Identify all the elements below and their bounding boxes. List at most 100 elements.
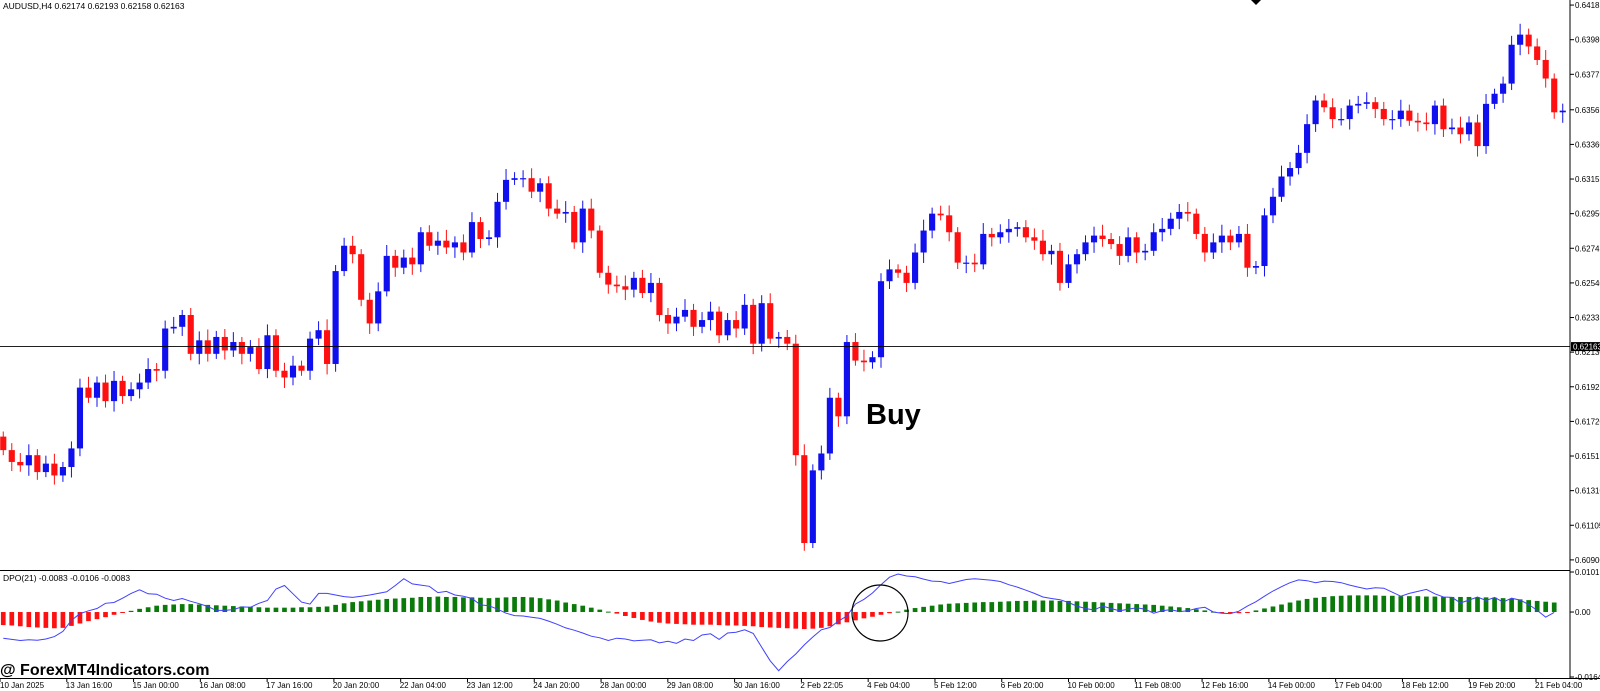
candle-bull[interactable]: [1261, 208, 1268, 277]
candle-bear[interactable]: [1108, 232, 1115, 250]
price-panel[interactable]: [0, 23, 1566, 551]
candle-bull[interactable]: [681, 299, 689, 322]
candle-bull[interactable]: [1500, 76, 1507, 103]
candle-bull[interactable]: [451, 236, 458, 258]
candle-bull[interactable]: [162, 320, 169, 379]
candle-bull[interactable]: [1465, 116, 1473, 141]
candle-bull[interactable]: [758, 295, 765, 352]
candle-bear[interactable]: [1244, 224, 1251, 277]
candle-bull[interactable]: [502, 169, 510, 210]
candle-bull[interactable]: [537, 178, 544, 203]
candle-bull[interactable]: [562, 201, 569, 223]
candle-bull[interactable]: [809, 464, 816, 549]
candle-bull[interactable]: [826, 387, 833, 460]
candle-bear[interactable]: [664, 307, 672, 334]
candle-bear[interactable]: [946, 205, 953, 242]
candle-bull[interactable]: [42, 455, 49, 478]
candle-bull[interactable]: [1125, 227, 1132, 263]
candle-bear[interactable]: [937, 205, 944, 221]
candle-bull[interactable]: [1286, 162, 1294, 186]
candle-bear[interactable]: [119, 375, 126, 404]
candle-bear[interactable]: [588, 198, 595, 239]
candle-bull[interactable]: [170, 316, 177, 334]
candle-bull[interactable]: [1304, 114, 1311, 164]
candle-bear[interactable]: [656, 277, 663, 322]
dpo-indicator-panel[interactable]: [0, 573, 1557, 672]
candle-bull[interactable]: [1517, 23, 1524, 56]
candle-bull[interactable]: [673, 307, 680, 332]
candle-bull[interactable]: [289, 355, 297, 386]
candle-bear[interactable]: [477, 217, 484, 249]
candle-bull[interactable]: [1176, 204, 1183, 230]
candle-bear[interactable]: [366, 292, 373, 334]
candle-bull[interactable]: [1491, 88, 1498, 109]
candle-bear[interactable]: [1184, 202, 1191, 222]
candle-bull[interactable]: [434, 231, 441, 255]
candle-bear[interactable]: [801, 444, 808, 551]
candle-bear[interactable]: [528, 168, 535, 199]
candle-bull[interactable]: [306, 331, 314, 380]
candle-bear[interactable]: [571, 205, 578, 249]
candle-bear[interactable]: [1039, 229, 1046, 261]
candle-bull[interactable]: [1269, 187, 1277, 224]
candle-bull[interactable]: [179, 309, 186, 336]
candle-bull[interactable]: [145, 358, 152, 389]
candle-bear[interactable]: [1534, 38, 1541, 66]
candle-bear[interactable]: [443, 229, 450, 254]
candle-bull[interactable]: [707, 301, 714, 331]
candle-bear[interactable]: [426, 225, 433, 251]
candle-bear[interactable]: [1406, 104, 1413, 126]
candle-bull[interactable]: [59, 461, 66, 482]
candle-bear[interactable]: [102, 374, 109, 408]
candle-bear[interactable]: [1133, 232, 1140, 263]
candle-bull[interactable]: [1048, 244, 1055, 265]
candle-bull[interactable]: [741, 294, 748, 335]
candle-bear[interactable]: [34, 449, 41, 480]
candle-bear[interactable]: [1414, 112, 1421, 132]
candle-bull[interactable]: [1508, 35, 1515, 91]
candle-bull[interactable]: [1389, 110, 1396, 130]
candle-bull[interactable]: [818, 445, 825, 480]
candle-bull[interactable]: [1073, 249, 1081, 274]
candle-bull[interactable]: [332, 265, 339, 372]
candle-bear[interactable]: [204, 329, 211, 362]
candle-bear[interactable]: [716, 306, 723, 344]
candle-bull[interactable]: [1235, 225, 1242, 248]
candle-bear[interactable]: [903, 265, 910, 293]
candle-bull[interactable]: [375, 282, 382, 332]
candle-bull[interactable]: [76, 378, 84, 457]
candle-bull[interactable]: [196, 331, 203, 365]
candle-bear[interactable]: [1440, 98, 1447, 137]
candle-bull[interactable]: [511, 172, 518, 185]
candle-bear[interactable]: [392, 249, 399, 277]
candle-bull[interactable]: [1065, 254, 1072, 288]
candle-bull[interactable]: [468, 212, 476, 258]
candle-bull[interactable]: [1448, 118, 1456, 135]
candle-bear[interactable]: [894, 264, 902, 278]
candle-bull[interactable]: [912, 243, 919, 290]
candle-bull[interactable]: [1142, 243, 1149, 261]
candle-bull[interactable]: [213, 330, 220, 359]
candle-bull[interactable]: [400, 249, 407, 275]
candle-bull[interactable]: [1218, 224, 1225, 253]
candle-bear[interactable]: [1022, 220, 1029, 243]
candle-bull[interactable]: [494, 192, 501, 248]
candle-bear[interactable]: [605, 265, 612, 294]
candle-bull[interactable]: [920, 219, 927, 263]
candle-bull[interactable]: [1014, 222, 1021, 237]
candle-bear[interactable]: [281, 362, 288, 388]
candle-bull[interactable]: [1005, 218, 1012, 243]
candle-bear[interactable]: [255, 338, 262, 375]
candle-bull[interactable]: [630, 271, 637, 298]
candle-bear[interactable]: [852, 333, 859, 366]
candle-bear[interactable]: [8, 443, 15, 472]
candle-bull[interactable]: [341, 237, 348, 277]
candle-bull[interactable]: [68, 441, 75, 478]
candle-bear[interactable]: [1329, 98, 1336, 129]
candle-bear[interactable]: [1457, 116, 1464, 144]
candle-bull[interactable]: [136, 373, 143, 399]
candle-bull[interactable]: [1159, 217, 1166, 242]
candle-bull[interactable]: [997, 224, 1004, 244]
candle-bear[interactable]: [596, 225, 603, 278]
candle-bull[interactable]: [1363, 92, 1370, 109]
